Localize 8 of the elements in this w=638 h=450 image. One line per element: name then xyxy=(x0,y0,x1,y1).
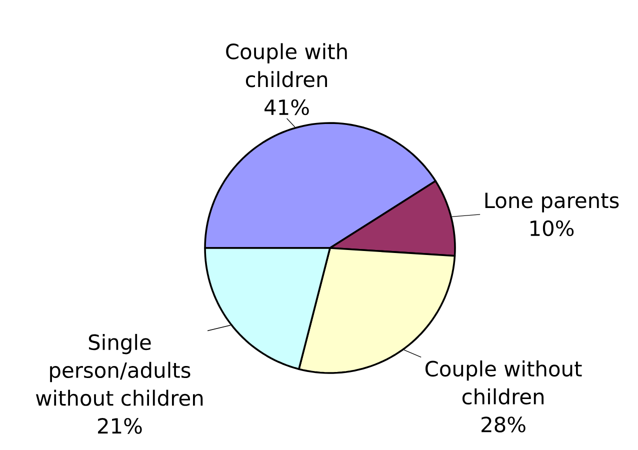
slice-label: Single person/adults without children xyxy=(36,334,203,406)
data-label: 41% xyxy=(264,99,309,116)
slice-label: Couple with children xyxy=(226,43,347,88)
data-label: 28% xyxy=(482,416,526,432)
slice-label: Lone parents xyxy=(485,192,619,212)
data-label: 10% xyxy=(530,220,574,236)
slice-label: Couple without children xyxy=(425,360,582,405)
data-label: 21% xyxy=(98,418,142,434)
